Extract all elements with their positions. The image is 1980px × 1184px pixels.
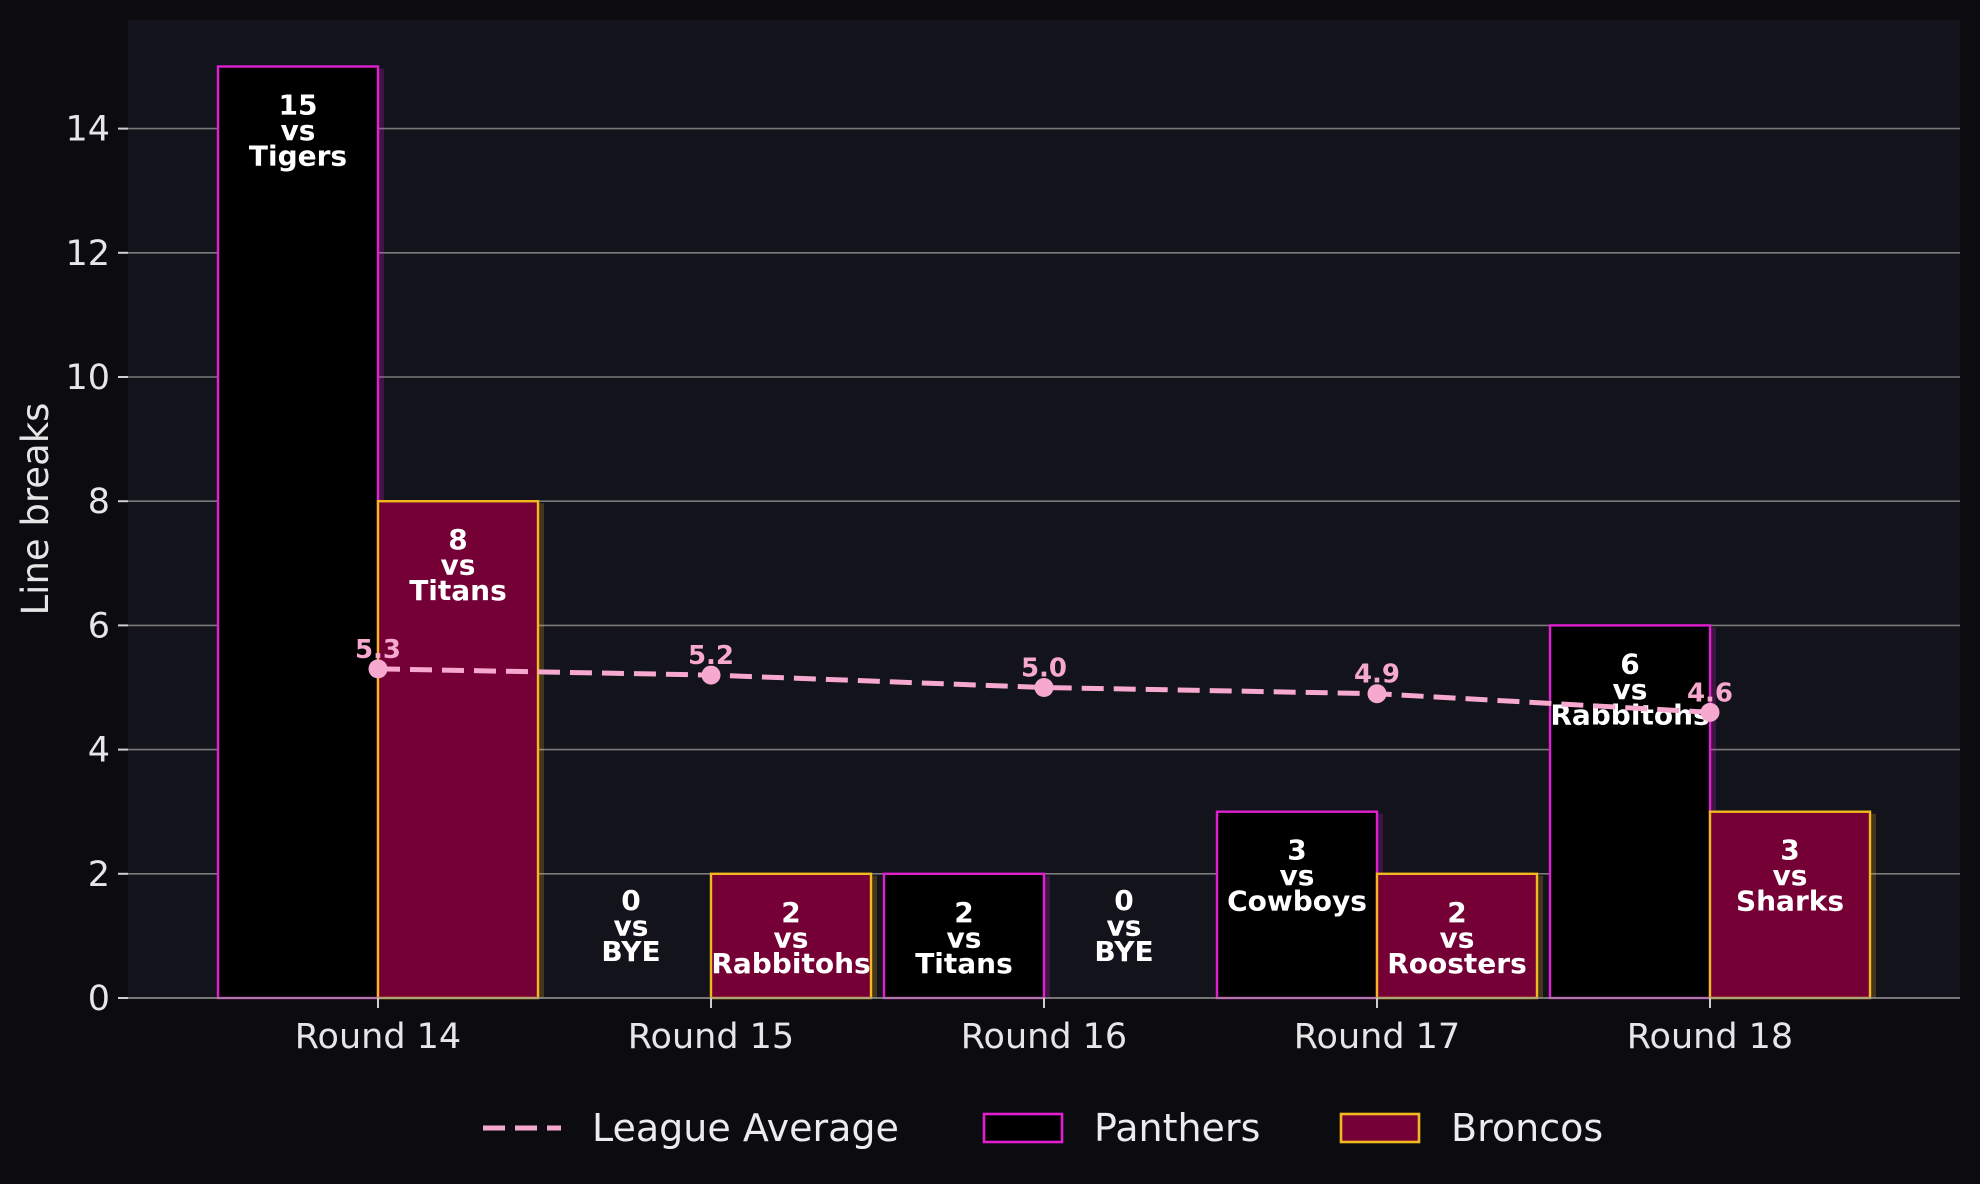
- y-tick-label: 14: [65, 110, 110, 150]
- bar-vs-label: vs: [947, 921, 982, 954]
- bar-vs-label: vs: [441, 549, 476, 582]
- bar-value-label: 6: [1620, 647, 1639, 680]
- legend-swatch-broncos: [1339, 1112, 1421, 1144]
- bar-opponent-label: BYE: [601, 935, 660, 968]
- y-tick-label: 4: [88, 731, 110, 771]
- bar-value-label: 3: [1780, 834, 1799, 867]
- bar-labels: 15vsTigers0vsBYE2vsTitans3vsCowboys6vsRa…: [249, 89, 1844, 980]
- bar-value-label: 8: [448, 523, 467, 556]
- bar-vs-label: vs: [614, 910, 649, 943]
- x-tick-label: Round 15: [628, 1017, 794, 1057]
- y-tick-label: 12: [65, 234, 110, 274]
- league-average-value-label: 5.3: [355, 635, 401, 665]
- x-tick-label: Round 17: [1294, 1017, 1460, 1057]
- legend-label-broncos: Broncos: [1451, 1106, 1603, 1150]
- bar-vs-label: vs: [1107, 910, 1142, 943]
- axes: 0 2 4 6 8 10 12 14 Round 14 Round 15 Round 16 Round…: [65, 110, 1960, 1057]
- legend[interactable]: League Average Panthers Broncos: [483, 1106, 1603, 1150]
- league-average-value-label: 4.9: [1354, 660, 1400, 690]
- bars: [216, 65, 1876, 1000]
- bar-vs-label: vs: [1280, 859, 1315, 892]
- bar-vs-label: vs: [281, 114, 316, 147]
- bar-opponent-label: Cowboys: [1227, 885, 1367, 918]
- bar-vs-label: vs: [1773, 859, 1808, 892]
- league-average-line: 5.3 5.2 5.0 4.9 4.6: [355, 635, 1733, 722]
- bar-value-label: 0: [1114, 884, 1133, 917]
- bar-value-label: 2: [1447, 896, 1466, 929]
- bar-broncos-1[interactable]: [376, 500, 540, 1000]
- bar-vs-label: vs: [1613, 673, 1648, 706]
- y-tick-label: 2: [88, 855, 110, 895]
- bar-opponent-label: Tigers: [249, 140, 347, 173]
- bar-opponent-label: Rabbitohs: [711, 947, 870, 980]
- x-tick-label: Round 18: [1627, 1017, 1793, 1057]
- bar-opponent-label: Titans: [409, 574, 507, 607]
- y-tick-label: 10: [65, 358, 110, 398]
- league-average-value-label: 5.2: [688, 641, 734, 671]
- bar-broncos-2[interactable]: [709, 872, 873, 1000]
- bar-value-label: 2: [781, 896, 800, 929]
- bar-value-label: 15: [279, 89, 318, 122]
- bar-value-label: 2: [954, 896, 973, 929]
- x-tick-label: Round 14: [295, 1017, 461, 1057]
- bar-opponent-label: BYE: [1094, 935, 1153, 968]
- league-average-point[interactable]: [1700, 702, 1720, 722]
- league-average-value-label: 4.6: [1687, 678, 1733, 708]
- y-tick-label: 6: [88, 606, 110, 646]
- bar-value-label: 3: [1287, 834, 1306, 867]
- x-tick-label: Round 16: [961, 1017, 1127, 1057]
- legend-label-panthers: Panthers: [1094, 1106, 1260, 1150]
- league-average-point[interactable]: [368, 659, 388, 679]
- bar-value-label: 0: [621, 884, 640, 917]
- league-average-value-label: 5.0: [1021, 654, 1067, 684]
- bar-opponent-label: Roosters: [1387, 947, 1527, 980]
- bar-opponent-label: Sharks: [1736, 885, 1844, 918]
- y-axis-title: Line breaks: [14, 403, 57, 616]
- y-tick-label: 8: [88, 482, 110, 522]
- y-tick-label: 0: [88, 979, 110, 1019]
- bar-panthers-5[interactable]: [1548, 624, 1712, 1000]
- bar-broncos-4[interactable]: [1375, 872, 1539, 1000]
- bar-panthers-4[interactable]: [1215, 810, 1379, 1000]
- bar-vs-label: vs: [774, 921, 809, 954]
- bar-panthers-1[interactable]: [216, 65, 380, 1000]
- bar-vs-label: vs: [1440, 921, 1475, 954]
- bar-opponent-label: Titans: [915, 947, 1013, 980]
- legend-swatch-panthers: [982, 1112, 1064, 1144]
- league-average-point[interactable]: [1034, 678, 1054, 697]
- league-average-point[interactable]: [1367, 684, 1387, 704]
- league-average-point[interactable]: [701, 665, 721, 685]
- legend-label-league-average: League Average: [592, 1106, 899, 1150]
- bar-broncos-5[interactable]: [1708, 810, 1872, 1000]
